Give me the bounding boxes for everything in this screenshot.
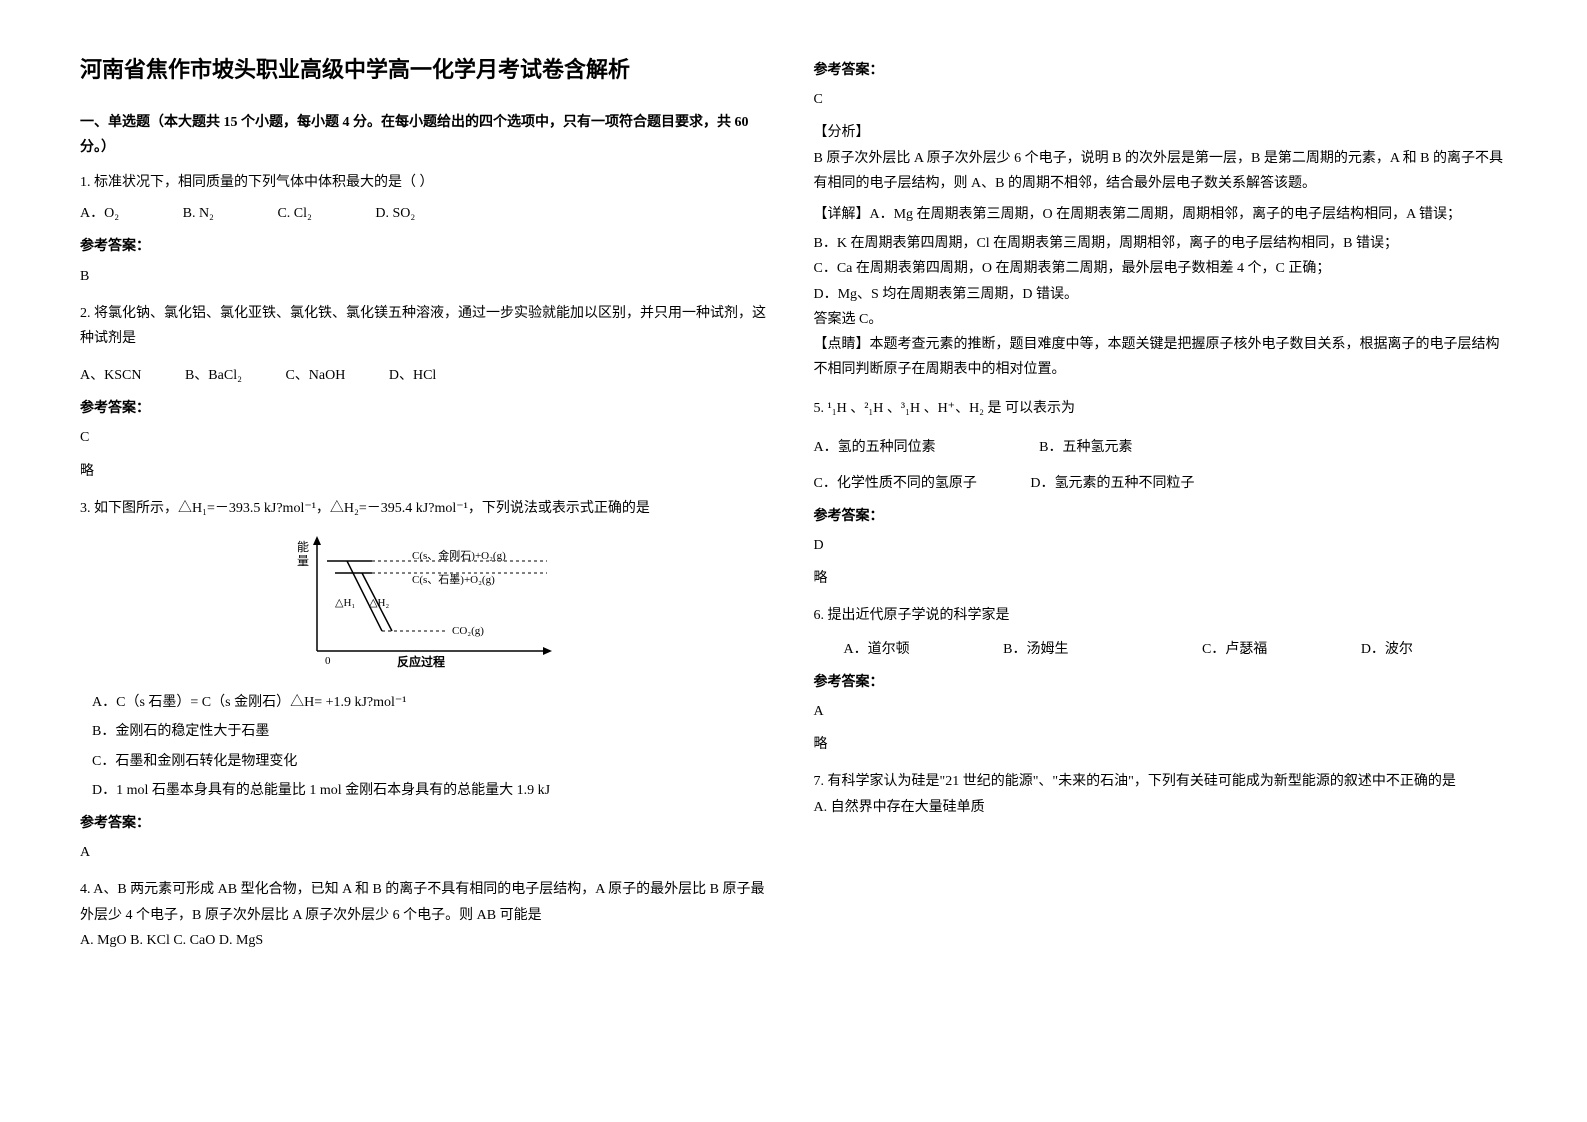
q6-opt-b: B．汤姆生	[1003, 637, 1068, 662]
q6-opt-d: D．波尔	[1361, 637, 1413, 662]
q4-options: A. MgO B. KCl C. CaO D. MgS	[80, 928, 774, 953]
q2-text: 2. 将氯化钠、氯化铝、氯化亚铁、氯化铁、氯化镁五种溶液，通过一步实验就能加以区…	[80, 301, 774, 351]
q3-opt-b: B．金刚石的稳定性大于石墨	[92, 719, 774, 744]
q5-opt-a: A．氢的五种同位素	[814, 435, 936, 460]
q2-options: A、KSCN B、BaCl₂ C、NaOH D、HCl	[80, 363, 774, 388]
q3-opt-c: C．石墨和金刚石转化是物理变化	[92, 749, 774, 774]
q6-opt-a: A．道尔顿	[844, 637, 910, 662]
question-6: 6. 提出近代原子学说的科学家是 A．道尔顿 B．汤姆生 C．卢瑟福 D．波尔 …	[814, 603, 1508, 757]
q1-answer: B	[80, 264, 774, 289]
question-4: 4. A、B 两元素可形成 AB 型化合物，已知 A 和 B 的离子不具有相同的…	[80, 877, 774, 953]
q2-opt-d: D、HCl	[389, 363, 436, 388]
diagram-xlabel: 反应过程	[397, 654, 445, 669]
q1-opt-c: C. Cl₂	[277, 201, 311, 226]
svg-text:0: 0	[325, 655, 331, 667]
diagram-ylabel-2: 量	[297, 554, 309, 568]
energy-diagram-svg: 能 量 C(s、金刚石)+O₂(g) C(s、石墨)+O₂(g) △H₁ △H₂…	[287, 531, 567, 671]
q1-opt-d: D. SO₂	[375, 201, 415, 226]
q4-detail-b: B．K 在周期表第四周期，Cl 在周期表第三周期，周期相邻，离子的电子层结构相同…	[814, 231, 1508, 256]
q7-opt-a: A. 自然界中存在大量硅单质	[814, 795, 1508, 820]
q5-text: 5. ¹₁H 、²₁H 、³₁H 、H⁺、H₂ 是 可以表示为	[814, 396, 1508, 421]
q5-options-row1: A．氢的五种同位素 B．五种氢元素	[814, 435, 1508, 460]
q2-opt-c: C、NaOH	[285, 363, 345, 388]
q1-answer-label: 参考答案：	[80, 234, 774, 259]
q4-analysis-label: 【分析】	[814, 120, 1508, 145]
question-3: 3. 如下图所示，△H₁=－393.5 kJ?mol⁻¹，△H₂=－395.4 …	[80, 496, 774, 866]
q5-opt-b: B．五种氢元素	[1039, 435, 1132, 460]
q1-text: 1. 标准状况下，相同质量的下列气体中体积最大的是（ ）	[80, 170, 774, 195]
q7-text: 7. 有科学家认为硅是"21 世纪的能源"、"未来的石油"，下列有关硅可能成为新…	[814, 769, 1508, 794]
diagram-line1: C(s、金刚石)+O₂(g)	[412, 548, 506, 562]
q4-text: 4. A、B 两元素可形成 AB 型化合物，已知 A 和 B 的离子不具有相同的…	[80, 877, 774, 927]
q5-opt-d: D．氢元素的五种不同粒子	[1030, 471, 1194, 496]
q6-note: 略	[814, 732, 1508, 757]
q3-answer: A	[80, 840, 774, 865]
q3-text: 3. 如下图所示，△H₁=－393.5 kJ?mol⁻¹，△H₂=－395.4 …	[80, 496, 774, 521]
q5-note: 略	[814, 566, 1508, 591]
q5-answer-label: 参考答案：	[814, 504, 1508, 529]
q6-answer-label: 参考答案：	[814, 670, 1508, 695]
q4-detail-c: C．Ca 在周期表第四周期，O 在周期表第二周期，最外层电子数相差 4 个，C …	[814, 256, 1508, 281]
q6-opt-c: C．卢瑟福	[1202, 637, 1267, 662]
q4-conclusion: 答案选 C。	[814, 307, 1508, 332]
question-7: 7. 有科学家认为硅是"21 世纪的能源"、"未来的石油"，下列有关硅可能成为新…	[814, 769, 1508, 819]
q2-note: 略	[80, 459, 774, 484]
q3-diagram: 能 量 C(s、金刚石)+O₂(g) C(s、石墨)+O₂(g) △H₁ △H₂…	[80, 531, 774, 680]
section-1-header: 一、单选题（本大题共 15 个小题，每小题 4 分。在每小题给出的四个选项中，只…	[80, 110, 774, 160]
q5-answer: D	[814, 533, 1508, 558]
q2-opt-b: B、BaCl₂	[185, 363, 242, 388]
q3-answer-label: 参考答案：	[80, 811, 774, 836]
q3-opt-a: A．C（s 石墨）= C（s 金刚石）△H= +1.9 kJ?mol⁻¹	[92, 690, 774, 715]
question-5: 5. ¹₁H 、²₁H 、³₁H 、H⁺、H₂ 是 可以表示为 A．氢的五种同位…	[814, 396, 1508, 591]
left-column: 河南省焦作市坡头职业高级中学高一化学月考试卷含解析 一、单选题（本大题共 15 …	[60, 50, 794, 1072]
q4-detail-d: D．Mg、S 均在周期表第三周期，D 错误。	[814, 282, 1508, 307]
q1-opt-b: B. N₂	[183, 201, 214, 226]
q4-analysis: B 原子次外层比 A 原子次外层少 6 个电子，说明 B 的次外层是第一层，B …	[814, 146, 1508, 196]
q2-opt-a: A、KSCN	[80, 363, 141, 388]
q4-detail-a: 【详解】A．Mg 在周期表第三周期，O 在周期表第二周期，周期相邻，离子的电子层…	[814, 202, 1508, 227]
q2-answer: C	[80, 425, 774, 450]
q6-options: A．道尔顿 B．汤姆生 C．卢瑟福 D．波尔	[814, 637, 1508, 662]
q6-answer: A	[814, 699, 1508, 724]
document-title: 河南省焦作市坡头职业高级中学高一化学月考试卷含解析	[80, 50, 774, 90]
question-1: 1. 标准状况下，相同质量的下列气体中体积最大的是（ ） A．O₂ B. N₂ …	[80, 170, 774, 289]
q5-options-row2: C．化学性质不同的氢原子 D．氢元素的五种不同粒子	[814, 471, 1508, 496]
q3-opt-d: D．1 mol 石墨本身具有的总能量比 1 mol 金刚石本身具有的总能量大 1…	[92, 778, 774, 803]
diagram-line2: C(s、石墨)+O₂(g)	[412, 573, 495, 586]
q5-opt-c: C．化学性质不同的氢原子	[814, 471, 977, 496]
diagram-dh1: △H₁	[335, 597, 355, 609]
diagram-ylabel-1: 能	[297, 540, 309, 554]
diagram-dh2: △H₂	[369, 597, 389, 609]
q1-options: A．O₂ B. N₂ C. Cl₂ D. SO₂	[80, 201, 774, 226]
right-column: 参考答案： C 【分析】 B 原子次外层比 A 原子次外层少 6 个电子，说明 …	[794, 50, 1528, 1072]
q1-opt-a: A．O₂	[80, 201, 119, 226]
q6-text: 6. 提出近代原子学说的科学家是	[814, 603, 1508, 628]
q4-answer: C	[814, 87, 1508, 112]
q4-point: 【点睛】本题考查元素的推断，题目难度中等，本题关键是把握原子核外电子数目关系，根…	[814, 332, 1508, 382]
diagram-bottom: CO₂(g)	[452, 625, 484, 637]
q4-answer-label: 参考答案：	[814, 58, 1508, 83]
q2-answer-label: 参考答案：	[80, 396, 774, 421]
question-2: 2. 将氯化钠、氯化铝、氯化亚铁、氯化铁、氯化镁五种溶液，通过一步实验就能加以区…	[80, 301, 774, 484]
